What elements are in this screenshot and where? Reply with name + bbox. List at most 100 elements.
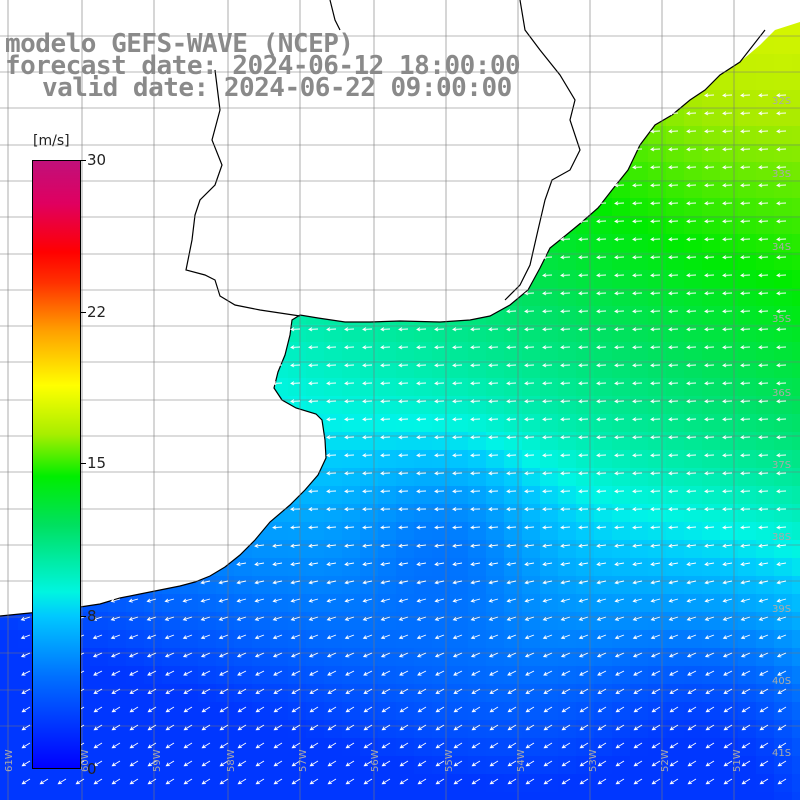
wind-arrow <box>471 706 481 713</box>
field-cell <box>720 234 739 253</box>
lon-label: 53W <box>588 749 599 772</box>
wind-arrow <box>650 201 661 206</box>
wind-arrow <box>704 471 715 476</box>
wind-arrow <box>669 778 679 785</box>
wind-arrow <box>542 543 553 548</box>
field-cell <box>702 594 721 613</box>
field-cell <box>756 144 775 163</box>
wind-arrow <box>165 670 175 676</box>
field-cell <box>486 432 505 451</box>
field-cell <box>792 396 800 415</box>
wind-arrow <box>290 562 301 567</box>
field-cell <box>576 666 595 685</box>
wind-arrow <box>597 724 607 731</box>
wind-arrow <box>488 399 499 404</box>
wind-arrow <box>651 778 661 785</box>
field-cell <box>630 594 649 613</box>
field-cell <box>378 576 397 595</box>
field-cell <box>774 54 793 73</box>
field-cell <box>468 558 487 577</box>
field-cell <box>720 558 739 577</box>
wind-arrow <box>363 706 373 713</box>
field-cell <box>576 378 595 397</box>
wind-arrow <box>470 580 481 585</box>
field-cell <box>450 378 469 397</box>
field-cell <box>612 558 631 577</box>
wind-arrow <box>596 525 607 530</box>
field-cell <box>684 180 703 199</box>
wind-arrow <box>183 670 193 676</box>
field-cell <box>126 666 145 685</box>
wind-arrow <box>615 688 625 694</box>
wind-arrow <box>741 670 751 676</box>
wind-arrow <box>290 652 301 658</box>
field-cell <box>90 702 109 721</box>
field-cell <box>576 270 595 289</box>
wind-arrow <box>686 291 697 296</box>
field-cell <box>432 648 451 667</box>
field-cell <box>306 576 325 595</box>
field-cell <box>306 612 325 631</box>
field-cell <box>486 612 505 631</box>
field-cell <box>522 396 541 415</box>
field-cell <box>324 756 343 775</box>
wind-arrow <box>740 255 751 260</box>
wind-arrow <box>273 778 283 785</box>
field-cell <box>342 378 361 397</box>
field-cell <box>576 486 595 505</box>
wind-arrow <box>489 688 499 694</box>
field-cell <box>792 342 800 361</box>
field-cell <box>756 504 775 523</box>
lon-label: 51W <box>732 749 743 772</box>
field-cell <box>252 702 271 721</box>
field-cell <box>774 792 793 800</box>
field-cell <box>630 792 649 800</box>
wind-arrow <box>650 598 661 603</box>
field-cell <box>630 558 649 577</box>
field-cell <box>540 684 559 703</box>
field-cell <box>720 396 739 415</box>
field-cell <box>720 540 739 559</box>
wind-arrow <box>417 724 427 731</box>
field-cell <box>342 450 361 469</box>
wind-arrow <box>399 778 409 785</box>
field-cell <box>738 108 757 127</box>
wind-arrow <box>722 507 733 512</box>
wind-arrow <box>560 598 571 603</box>
wind-arrow <box>686 381 697 386</box>
wind-arrow <box>146 616 157 621</box>
field-cell <box>450 522 469 541</box>
wind-arrow <box>560 309 571 314</box>
field-cell <box>558 774 577 793</box>
wind-arrow <box>632 327 643 332</box>
wind-arrow <box>435 688 445 694</box>
wind-arrow <box>687 778 697 785</box>
wind-arrow <box>416 489 427 494</box>
field-cell <box>630 216 649 235</box>
wind-arrow <box>434 399 445 404</box>
wind-arrow <box>470 525 481 530</box>
field-cell <box>630 702 649 721</box>
field-cell <box>504 468 523 487</box>
wind-arrow <box>201 670 211 676</box>
field-cell <box>162 756 181 775</box>
wind-arrow <box>291 670 301 676</box>
wind-arrow <box>524 489 535 494</box>
field-cell <box>144 702 163 721</box>
wind-arrow <box>416 598 427 603</box>
wind-arrow <box>345 742 355 749</box>
wind-arrow <box>740 129 751 134</box>
field-cell <box>252 648 271 667</box>
wind-arrow <box>326 616 337 621</box>
wind-arrow <box>507 724 517 731</box>
wind-arrow <box>93 760 103 767</box>
field-cell <box>306 666 325 685</box>
field-cell <box>36 792 55 800</box>
field-cell <box>720 72 739 91</box>
field-cell <box>630 432 649 451</box>
wind-arrow <box>273 724 283 731</box>
field-cell <box>774 36 793 55</box>
wind-arrow <box>363 760 373 767</box>
wind-arrow <box>524 399 535 404</box>
colorbar-tick-mark <box>80 616 86 617</box>
